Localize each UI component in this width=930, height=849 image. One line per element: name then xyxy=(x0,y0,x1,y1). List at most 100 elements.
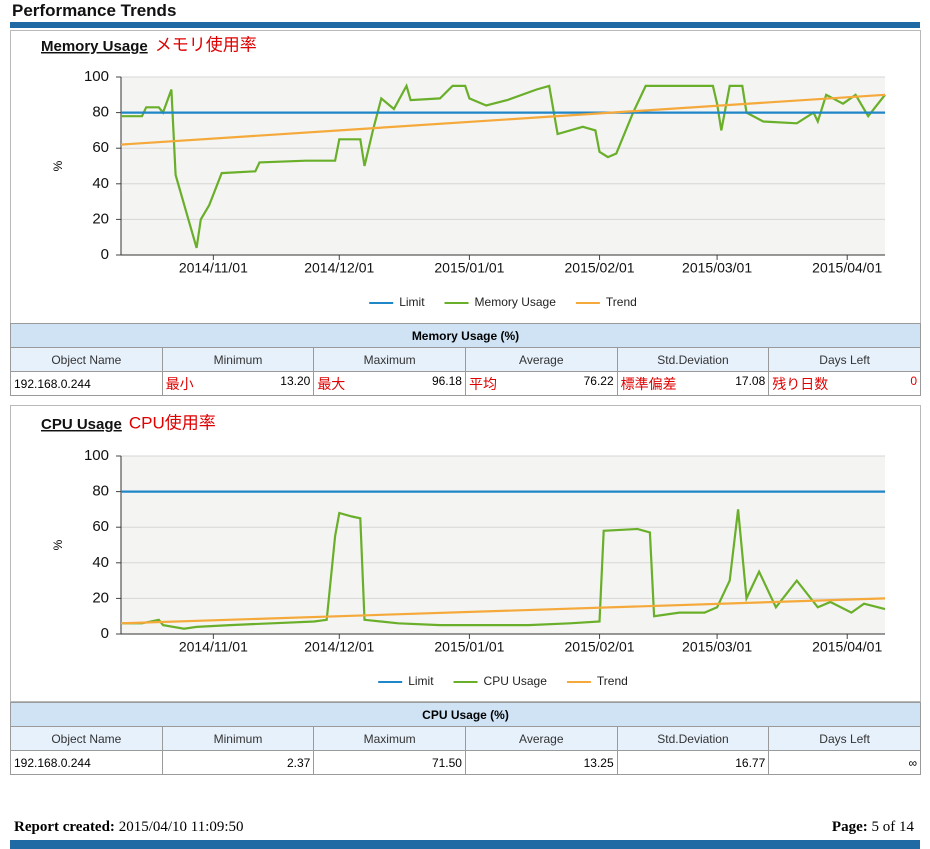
y-tick-label: 60 xyxy=(92,139,109,156)
column-header: Std.Deviation xyxy=(616,347,770,372)
timestamp: 2015/04/10 11:09:50 xyxy=(118,819,244,835)
page-number: Page: 5 of 14 xyxy=(832,819,914,836)
cell-value: 13.25 xyxy=(583,755,614,770)
table-cell: 2.37 xyxy=(161,750,315,775)
x-tick-label: 2014/12/01 xyxy=(304,260,374,276)
table-cell: 13.25 xyxy=(464,750,618,775)
chart-annotation: メモリ使用率 xyxy=(155,34,257,54)
cell-value: 2.37 xyxy=(286,755,311,770)
y-axis-label: % xyxy=(51,160,65,171)
y-tick-label: 0 xyxy=(101,625,109,642)
column-header: Object Name xyxy=(10,347,163,372)
table-cell: 最大 96.18 xyxy=(313,371,466,396)
report-created: Report created: 2015/04/10 11:09:50 xyxy=(14,819,244,836)
table-cell: 標準偏差 17.08 xyxy=(616,371,770,396)
chart: CPU Usage CPU使用率 0 20 40 60 80 100 2014/11/01 201… xyxy=(41,412,886,688)
legend-label: Limit xyxy=(399,295,425,309)
column-header: Days Left xyxy=(768,726,921,751)
table-cell: 192.168.0.244 xyxy=(10,750,163,775)
series-line xyxy=(121,83,886,249)
table-row: 192.168.0.244 最小 13.20 最大 96.18 平均 76.22 標準偏差 17… xyxy=(10,371,921,396)
legend-label: Limit xyxy=(408,674,434,688)
y-axis-label: % xyxy=(51,539,65,550)
x-tick-label: 2015/02/01 xyxy=(565,639,635,655)
cell-value: 13.20 xyxy=(280,373,311,388)
x-tick-label: 2014/11/01 xyxy=(179,260,248,276)
column-header: Average xyxy=(464,726,618,751)
x-tick-label: 2015/01/01 xyxy=(434,639,504,655)
cell-value: 16.77 xyxy=(735,755,766,770)
y-tick-label: 20 xyxy=(92,210,109,227)
legend-label: Trend xyxy=(606,295,637,309)
y-tick-label: 60 xyxy=(92,518,109,535)
y-tick-label: 100 xyxy=(84,447,109,464)
column-header: Object Name xyxy=(10,726,163,751)
y-tick-label: 80 xyxy=(92,104,109,121)
cell-value: 76.22 xyxy=(583,373,614,388)
series-line xyxy=(120,597,886,625)
cell-note: 残り日数 xyxy=(772,375,829,392)
table-row: 192.168.0.244 2.37 71.50 13.25 16.77 ∞ xyxy=(10,750,921,775)
legend: Limit Memory Usage Trend xyxy=(369,295,637,309)
x-tick-label: 2015/04/01 xyxy=(812,260,882,276)
cell-note: 標準偏差 xyxy=(620,375,677,392)
column-header: Average xyxy=(464,347,618,372)
table-cell: 16.77 xyxy=(616,750,770,775)
x-tick-label: 2015/01/01 xyxy=(434,260,504,276)
x-tick-label: 2014/12/01 xyxy=(304,639,374,655)
legend: Limit CPU Usage Trend xyxy=(378,674,628,688)
series-line xyxy=(120,93,886,146)
x-tick-label: 2015/03/01 xyxy=(682,639,752,655)
cell-value: 192.168.0.244 xyxy=(14,755,91,770)
y-tick-label: 0 xyxy=(101,246,109,263)
header-bar xyxy=(10,22,920,28)
table-caption-row: Memory Usage (%) xyxy=(10,323,921,348)
chart-title: CPU Usage xyxy=(41,416,122,433)
cell-note: 最小 xyxy=(165,375,194,392)
page-title: Performance Trends xyxy=(12,1,177,20)
chart-title: Memory Usage xyxy=(41,38,148,55)
cell-value: 71.50 xyxy=(431,755,462,770)
x-tick-label: 2014/11/01 xyxy=(179,639,248,655)
plot-area xyxy=(121,77,885,255)
table-caption: Memory Usage (%) xyxy=(10,323,921,348)
column-header: Minimum xyxy=(161,726,315,751)
label: Page: xyxy=(831,819,868,835)
chart-panel: CPU Usage CPU使用率 0 20 40 60 80 100 2014/11/01 201… xyxy=(10,405,921,702)
column-header: Minimum xyxy=(161,347,315,372)
table-header-row: Object Name Minimum Maximum Average Std.Devi… xyxy=(10,726,921,751)
legend-label: Trend xyxy=(597,674,628,688)
table-cell: 最小 13.20 xyxy=(161,371,315,396)
table-cell: 残り日数 0 xyxy=(768,371,921,396)
x-tick-label: 2015/03/01 xyxy=(682,260,752,276)
table-header-row: Object Name Minimum Maximum Average Std.Devi… xyxy=(10,347,921,372)
column-header: Days Left xyxy=(768,347,921,372)
chart-annotation: CPU使用率 xyxy=(129,412,216,432)
column-header: Std.Deviation xyxy=(616,726,770,751)
x-tick-label: 2015/04/01 xyxy=(812,639,882,655)
data-table: Memory Usage (%) Object Name Minimum Maximu… xyxy=(10,323,921,396)
footer-bar xyxy=(10,840,920,849)
table-caption-row: CPU Usage (%) xyxy=(10,702,921,727)
series-line xyxy=(121,509,886,630)
table-cell: 192.168.0.244 xyxy=(10,371,163,396)
chart: Memory Usage メモリ使用率 0 20 40 60 80 100 2014/11/01… xyxy=(41,34,886,309)
cell-value: 17.08 xyxy=(735,373,766,388)
cell-value: 0 xyxy=(910,373,917,388)
y-tick-label: 40 xyxy=(92,554,109,571)
y-tick-label: 40 xyxy=(92,175,109,192)
chart-panel: Memory Usage メモリ使用率 0 20 40 60 80 100 2014/11/01… xyxy=(10,30,921,324)
y-tick-label: 20 xyxy=(92,589,109,606)
x-tick-label: 2015/02/01 xyxy=(565,260,635,276)
cell-value: 192.168.0.244 xyxy=(14,376,91,391)
table-cell: 平均 76.22 xyxy=(464,371,618,396)
cell-note: 平均 xyxy=(468,375,497,392)
column-header: Maximum xyxy=(313,726,466,751)
table-caption: CPU Usage (%) xyxy=(10,702,921,727)
plot-area xyxy=(121,456,885,634)
table-cell: 71.50 xyxy=(313,750,466,775)
cell-note: 最大 xyxy=(317,375,346,392)
column-header: Maximum xyxy=(313,347,466,372)
cell-value: ∞ xyxy=(908,755,917,770)
